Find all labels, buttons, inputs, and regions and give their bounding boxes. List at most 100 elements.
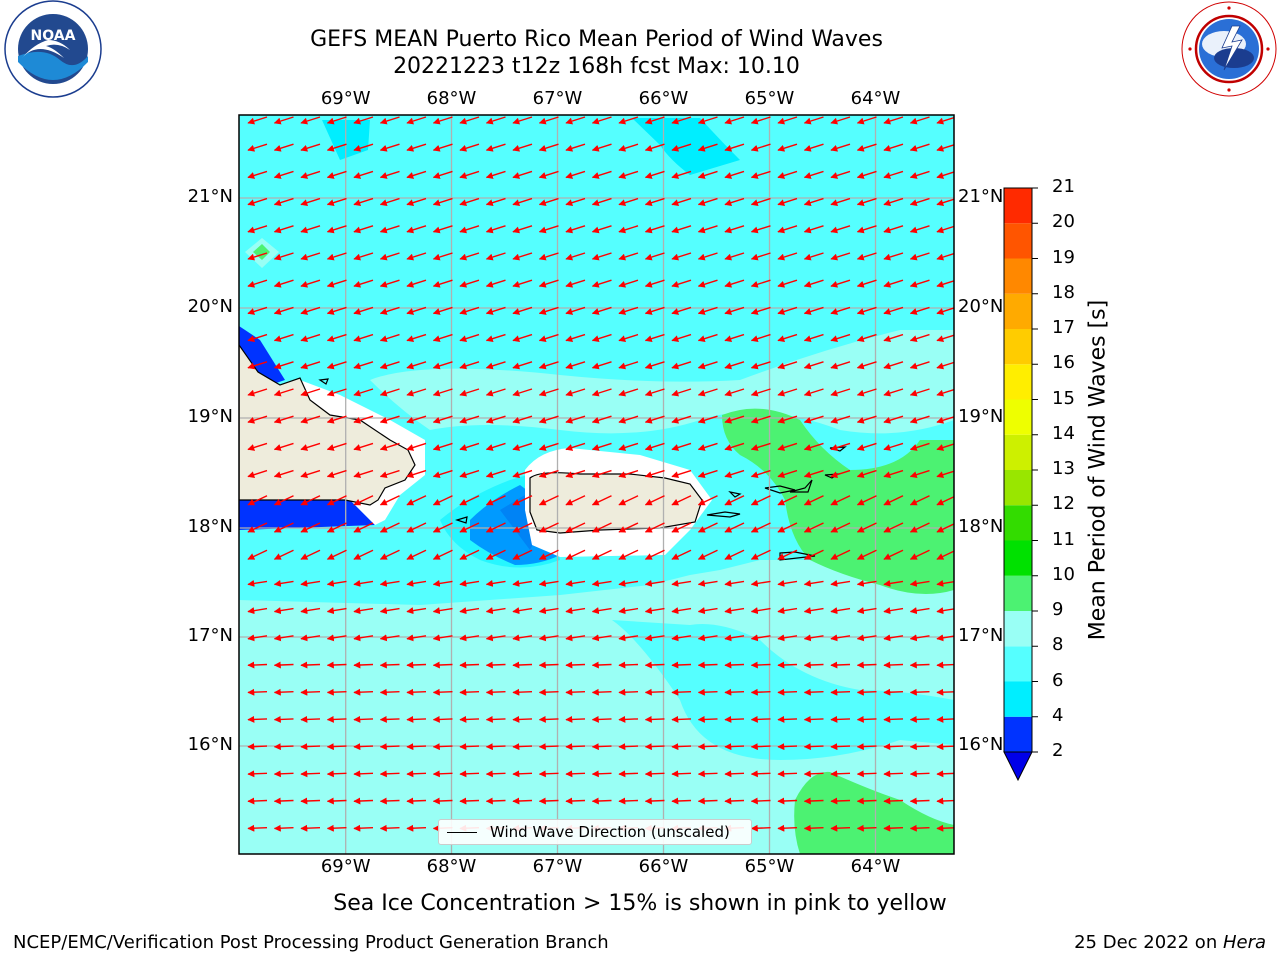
wave-direction-arrow — [538, 415, 559, 424]
wave-direction-arrow — [724, 333, 745, 343]
wave-direction-arrow — [353, 415, 374, 424]
wave-direction-arrow — [432, 442, 453, 451]
wave-direction-arrow — [565, 225, 586, 234]
colorbar-tick-label: 14 — [1052, 422, 1075, 444]
wave-direction-arrow — [830, 688, 851, 696]
wave-direction-arrow — [432, 415, 453, 424]
map-plot-area — [239, 115, 954, 854]
wave-direction-arrow — [671, 225, 692, 234]
wave-direction-arrow — [883, 469, 904, 479]
wave-direction-arrow — [353, 279, 374, 288]
nws-logo — [1180, 0, 1278, 98]
wave-direction-arrow — [777, 306, 798, 315]
wave-direction-arrow — [856, 469, 877, 479]
wave-direction-arrow — [326, 143, 347, 152]
wave-direction-arrow — [830, 579, 851, 587]
period-band-8-9-north — [370, 330, 954, 434]
wave-direction-arrow — [247, 579, 268, 587]
wave-direction-arrow — [803, 225, 824, 234]
wave-direction-arrow — [538, 770, 559, 778]
wave-direction-arrow — [512, 469, 533, 479]
wave-direction-arrow — [326, 770, 347, 778]
wave-direction-arrow — [538, 361, 559, 370]
wave-direction-arrow — [379, 607, 400, 615]
wave-direction-arrow — [485, 252, 506, 261]
wave-direction-arrow — [538, 634, 559, 642]
wave-direction-arrow — [538, 688, 559, 696]
wave-direction-arrow — [512, 197, 533, 207]
wave-direction-arrow — [803, 442, 824, 451]
wave-direction-arrow — [644, 579, 665, 587]
wave-direction-arrow — [406, 197, 427, 207]
wave-direction-arrow — [697, 415, 718, 424]
wave-direction-arrow — [644, 306, 665, 315]
wave-direction-arrow — [830, 279, 851, 288]
wave-direction-arrow — [406, 225, 427, 234]
wave-direction-arrow — [618, 661, 639, 669]
wave-direction-arrow — [697, 661, 718, 669]
wave-direction-arrow — [406, 415, 427, 424]
wave-direction-arrow — [459, 522, 480, 533]
lon-label-top-4: 65°W — [744, 88, 795, 109]
wave-direction-arrow — [406, 634, 427, 642]
wave-direction-arrow — [618, 170, 639, 179]
wave-direction-arrow — [565, 715, 586, 723]
wave-direction-arrow — [273, 415, 294, 424]
wave-direction-arrow — [830, 442, 851, 451]
wave-direction-arrow — [406, 688, 427, 696]
wave-direction-arrow — [803, 170, 824, 179]
wave-direction-arrow — [432, 116, 453, 125]
wave-direction-arrow — [856, 361, 877, 370]
wave-direction-arrow — [379, 306, 400, 315]
wave-direction-arrow — [644, 225, 665, 234]
wave-direction-arrow — [671, 607, 692, 615]
wave-direction-arrow — [565, 415, 586, 424]
colorbar-extend-triangle — [1003, 751, 1033, 782]
wave-direction-arrow — [724, 770, 745, 778]
wave-direction-arrow — [777, 549, 798, 560]
wave-direction-arrow — [750, 797, 771, 805]
wave-direction-arrow — [485, 661, 506, 669]
wave-direction-arrow — [618, 388, 639, 397]
colorbar-segment — [1004, 258, 1032, 294]
wave-direction-arrow — [883, 770, 904, 778]
wave-direction-arrow — [326, 197, 347, 207]
wave-direction-arrow — [697, 197, 718, 207]
wave-direction-arrow — [326, 279, 347, 288]
wave-direction-arrow — [300, 116, 321, 125]
noaa-logo-text: NOAA — [31, 28, 76, 44]
wave-direction-arrow — [459, 634, 480, 642]
wave-direction-arrow — [671, 415, 692, 424]
wave-direction-arrow — [273, 661, 294, 669]
wave-direction-arrow — [724, 495, 745, 506]
wave-direction-arrow — [856, 661, 877, 669]
wave-direction-arrow — [591, 442, 612, 451]
wave-direction-arrow — [618, 333, 639, 343]
footer-date: 25 Dec 2022 on Hera — [1074, 932, 1266, 953]
wave-direction-arrow — [671, 743, 692, 751]
wave-direction-arrow — [883, 333, 904, 343]
lat-label-left-0: 21°N — [187, 186, 233, 207]
wave-direction-arrow — [936, 743, 954, 751]
lat-label-right-3: 18°N — [958, 516, 1004, 537]
wave-direction-arrow — [247, 361, 268, 370]
wave-direction-arrow — [618, 715, 639, 723]
wave-direction-arrow — [618, 361, 639, 370]
wave-direction-arrow — [406, 388, 427, 397]
wave-direction-arrow — [671, 495, 692, 506]
wave-direction-arrow — [618, 495, 639, 506]
wave-direction-arrow — [538, 252, 559, 261]
wave-direction-arrow — [459, 495, 480, 506]
wave-direction-arrow — [909, 225, 930, 234]
colorbar-segment — [1004, 329, 1032, 365]
wave-direction-arrow — [883, 279, 904, 288]
wave-direction-arrow — [353, 661, 374, 669]
wave-direction-arrow — [724, 415, 745, 424]
wave-direction-arrow — [247, 225, 268, 234]
wave-direction-arrow — [247, 469, 268, 479]
wave-direction-arrow — [379, 661, 400, 669]
wave-direction-arrow — [300, 333, 321, 343]
wave-direction-arrow — [697, 252, 718, 261]
wave-direction-arrow — [830, 634, 851, 642]
